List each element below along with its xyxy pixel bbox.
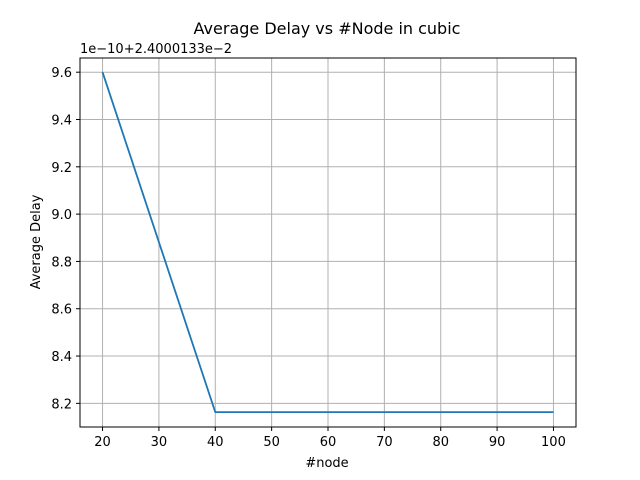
grid bbox=[80, 58, 576, 427]
x-tick-label: 20 bbox=[94, 435, 111, 450]
x-tick-label: 80 bbox=[432, 435, 449, 450]
y-tick-label: 9.2 bbox=[51, 161, 72, 176]
y-tick-label: 8.2 bbox=[51, 397, 72, 412]
ticks: 20 30 40 50 60 70 80 90 100 8.2 8.4 8.6 8.8 9.0 9.2 9.4… bbox=[51, 66, 566, 450]
x-tick-label: 70 bbox=[376, 435, 393, 450]
y-tick-label: 8.4 bbox=[51, 350, 72, 365]
chart-title: Average Delay vs #Node in cubic bbox=[194, 19, 461, 38]
x-axis-label: #node bbox=[305, 456, 348, 471]
x-tick-label: 100 bbox=[541, 435, 566, 450]
y-tick-label: 9.0 bbox=[51, 208, 72, 223]
y-tick-label: 9.6 bbox=[51, 66, 72, 81]
x-tick-label: 30 bbox=[151, 435, 168, 450]
series-layer bbox=[101, 71, 554, 414]
y-tick-label: 8.6 bbox=[51, 303, 72, 318]
x-tick-label: 40 bbox=[207, 435, 224, 450]
x-tick-label: 60 bbox=[320, 435, 337, 450]
y-axis-label: Average Delay bbox=[29, 194, 44, 289]
y-tick-label: 9.4 bbox=[51, 114, 72, 129]
x-tick-label: 50 bbox=[263, 435, 280, 450]
y-offset-label: 1e−10+2.4000133e−2 bbox=[80, 42, 232, 57]
y-tick-label: 8.8 bbox=[51, 255, 72, 270]
x-tick-label: 90 bbox=[489, 435, 506, 450]
